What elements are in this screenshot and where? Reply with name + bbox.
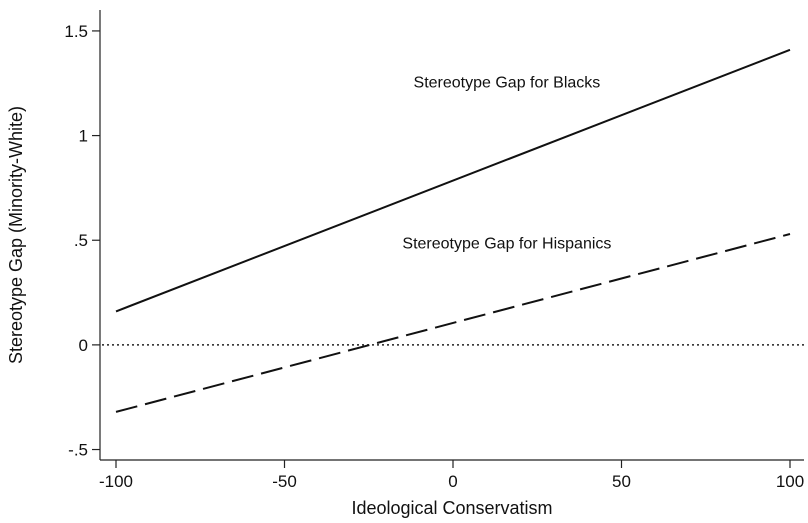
y-tick-label: .5: [74, 231, 88, 250]
x-tick-label: 100: [776, 472, 804, 491]
series-group: Stereotype Gap for Blacks Stereotype Gap …: [115, 48, 791, 413]
x-tick-label: -100: [99, 472, 133, 491]
x-axis-ticks: -100 -50 0 50 100: [99, 460, 804, 491]
series-line-0: [115, 48, 791, 313]
y-tick-label: -.5: [68, 441, 88, 460]
y-tick-label: 1.5: [64, 22, 88, 41]
x-axis-title: Ideological Conservatism: [351, 498, 552, 518]
x-tick-label: 50: [612, 472, 631, 491]
x-tick-label: -50: [272, 472, 297, 491]
series-label-0: Stereotype Gap for Blacks: [414, 74, 601, 91]
y-tick-label: 1: [79, 127, 88, 146]
series-line-1: [115, 233, 791, 413]
y-tick-label: 0: [79, 336, 88, 355]
y-axis-ticks: -.5 0 .5 1 1.5: [64, 22, 100, 460]
plot-frame: [99, 10, 804, 461]
x-tick-label: 0: [448, 472, 457, 491]
series-label-1: Stereotype Gap for Hispanics: [402, 236, 611, 253]
y-axis-title: Stereotype Gap (Minority-White): [6, 106, 26, 364]
